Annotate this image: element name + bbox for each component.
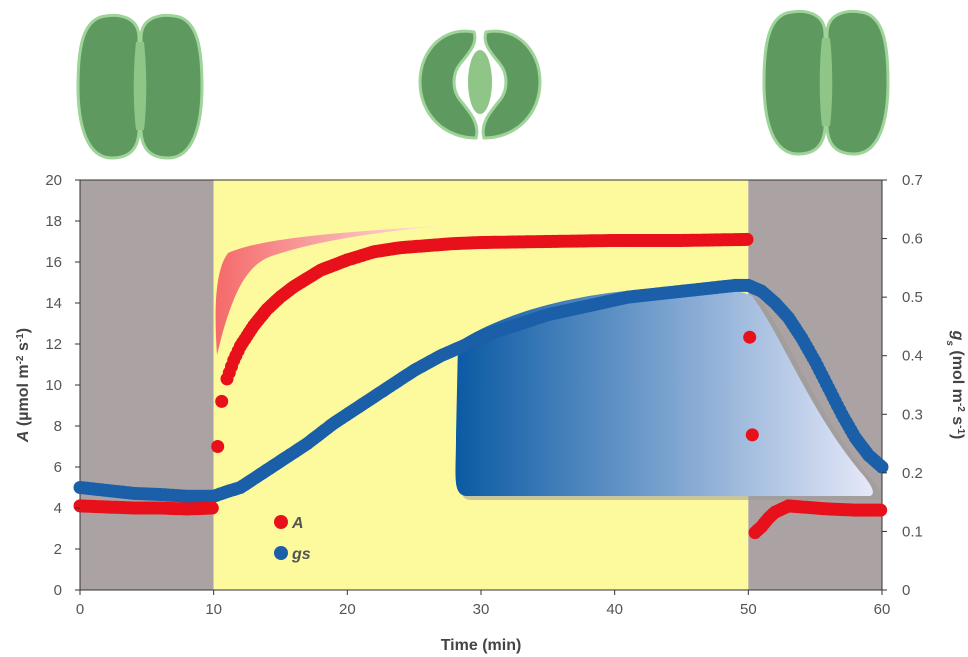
y-axis-left-title: A (µmol m-2 s-1) (15, 328, 33, 443)
legend-gs-marker (274, 546, 288, 560)
y-axis-left: 0 2 4 6 8 10 12 14 16 18 20 (45, 172, 80, 599)
y-axis-right-title: gs (mol m-2 s-1) (945, 330, 967, 440)
x-tick-label-5: 50 (740, 601, 757, 618)
point-a-56 (211, 440, 225, 453)
y-left-tick-label-8: 16 (45, 254, 62, 271)
y-left-tick-label-6: 12 (45, 336, 62, 353)
y-right-tick-label-2: 0.2 (902, 465, 923, 482)
y-left-tick-label-10: 20 (45, 172, 62, 189)
legend-gs-label: gs (291, 546, 311, 563)
series-a (73, 232, 888, 540)
y-axis-right: 0 0.1 0.2 0.3 0.4 0.5 0.6 0.7 (882, 172, 923, 599)
y-left-tick-label-0: 0 (54, 582, 62, 599)
x-tick-label-6: 60 (874, 601, 891, 618)
y-right-tick-label-0: 0 (902, 582, 910, 599)
y-left-tick-label-3: 6 (54, 459, 62, 476)
y-right-tick-label-7: 0.7 (902, 172, 923, 189)
point-a-277 (743, 330, 757, 344)
point-a-57 (215, 394, 229, 408)
closed-stomata-left-icon (76, 13, 204, 160)
y-left-tick-label-4: 8 (54, 418, 62, 435)
legend-a-marker (274, 515, 288, 529)
legend: A gs (274, 515, 311, 563)
y-right-tick-label-3: 0.3 (902, 406, 923, 423)
point-a-333 (874, 503, 888, 517)
y-left-tick-label-2: 4 (54, 500, 62, 517)
series-gs (73, 278, 889, 503)
y-right-tick-label-4: 0.4 (902, 348, 923, 365)
x-axis-title: Time (min) (441, 637, 522, 654)
y-right-tick-label-6: 0.6 (902, 231, 923, 248)
x-tick-label-2: 20 (339, 601, 356, 618)
closed-stomata-right-icon (762, 9, 890, 156)
point-a-278 (745, 428, 759, 442)
x-tick-label-1: 10 (205, 601, 222, 618)
x-tick-label-0: 0 (76, 601, 84, 618)
point-a-276 (740, 232, 754, 246)
y-left-tick-label-9: 18 (45, 213, 62, 230)
y-left-tick-label-7: 14 (45, 295, 62, 312)
x-tick-label-4: 40 (606, 601, 623, 618)
y-right-tick-label-5: 0.5 (902, 289, 923, 306)
x-tick-label-3: 30 (473, 601, 490, 618)
gs-response-shape (455, 287, 873, 496)
x-axis: 0 10 20 30 40 50 60 (76, 590, 891, 618)
point-a-55 (205, 501, 219, 515)
period-dark-0 (80, 180, 214, 590)
y-right-tick-label-1: 0.1 (902, 523, 923, 540)
point-gs-338 (875, 460, 889, 474)
legend-a-label: A (291, 515, 304, 532)
y-left-tick-label-5: 10 (45, 377, 62, 394)
open-stomata-middle-icon (418, 29, 542, 140)
y-left-tick-label-1: 2 (54, 541, 62, 558)
